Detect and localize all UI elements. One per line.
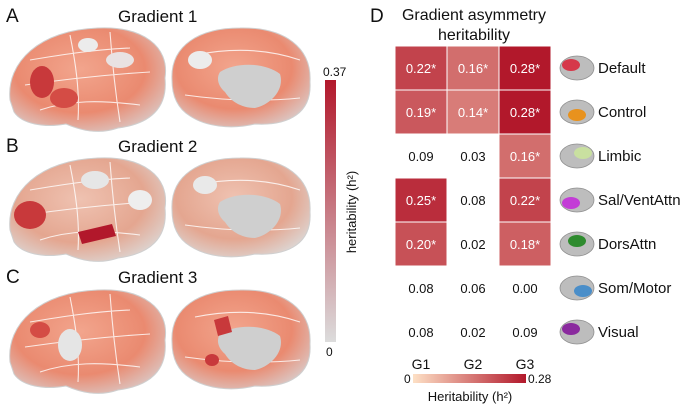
network-brain-icon-default <box>559 55 595 81</box>
vertical-colorbar-gradient <box>325 80 336 342</box>
horizontal-colorbar-min: 0 <box>404 372 411 386</box>
heatmap-cell-label-limbic-g3: 0.16* <box>510 149 540 164</box>
column-label-g1: G1 <box>412 356 431 372</box>
row-label-sal-ventattn: Sal/VentAttn <box>598 192 681 209</box>
heatmap-title: Gradient asymmetry heritability <box>402 7 546 44</box>
row-label-dorsattn: DorsAttn <box>598 236 656 253</box>
vertical-colorbar-max: 0.37 <box>323 65 347 79</box>
heatmap-cell-label-visual-g2: 0.02 <box>460 325 485 340</box>
horizontal-colorbar-title: Heritability (h²) <box>428 389 513 404</box>
brain-b-lateral <box>9 157 167 262</box>
heatmap-cell-label-som-motor-g1: 0.08 <box>408 281 433 296</box>
heatmap-cell-label-dorsattn-g1: 0.20* <box>406 237 436 252</box>
heatmap-cell-dorsattn-g1 <box>394 221 448 267</box>
heatmap-title-line-1: Gradient asymmetry <box>402 7 546 24</box>
brain-c-lateral <box>9 289 167 394</box>
heatmap-cell-label-default-g2: 0.16* <box>458 61 488 76</box>
horizontal-colorbar: 0 0.28 Heritability (h²) <box>404 372 552 404</box>
heatmap-cell-label-default-g1: 0.22* <box>406 61 436 76</box>
heatmap-column-labels: G1 G2 G3 <box>412 356 535 372</box>
column-label-g2: G2 <box>464 356 483 372</box>
heatmap-cell-label-dorsattn-g2: 0.02 <box>460 237 485 252</box>
watermark-main: 知乎 @AI4DMR <box>562 370 661 386</box>
panel-c-letter: C <box>6 267 20 288</box>
network-brain-icon-limbic <box>559 143 595 169</box>
heatmap-cell-sal-ventattn-g1 <box>394 177 448 223</box>
heatmap-row-labels: Default Control Limbic Sal/VentAttn DorsAttn… <box>559 55 681 345</box>
brain-c-medial <box>171 289 311 390</box>
heatmap-cell-label-som-motor-g3: 0.00 <box>512 281 537 296</box>
heatmap-cell-label-sal-ventattn-g1: 0.25* <box>406 193 436 208</box>
heatmap-cell-default-g2 <box>446 45 500 91</box>
panel-a-title: Gradient 1 <box>118 7 197 26</box>
heatmap-cell-label-visual-g1: 0.08 <box>408 325 433 340</box>
panel-b-letter: B <box>6 136 19 157</box>
panel-b-title: Gradient 2 <box>118 137 197 156</box>
horizontal-colorbar-max: 0.28 <box>528 372 552 386</box>
panel-c-title: Gradient 3 <box>118 268 197 287</box>
heatmap-cell-label-default-g3: 0.28* <box>510 61 540 76</box>
heatmap-cell-label-control-g3: 0.28* <box>510 105 540 120</box>
row-label-control: Control <box>598 104 646 121</box>
row-label-visual: Visual <box>598 324 639 341</box>
row-label-som-motor: Som/Motor <box>598 280 671 297</box>
row-label-limbic: Limbic <box>598 148 642 165</box>
heatmap-cell-control-g3 <box>498 89 552 135</box>
network-brain-icon-visual <box>559 319 595 345</box>
heatmap-cell-label-limbic-g1: 0.09 <box>408 149 433 164</box>
network-brain-icon-control <box>559 99 595 125</box>
heatmap-cell-label-sal-ventattn-g2: 0.08 <box>460 193 485 208</box>
vertical-colorbar-title: heritability (h²) <box>344 171 359 253</box>
column-label-g3: G3 <box>516 356 535 372</box>
panel-a-letter: A <box>6 6 19 27</box>
watermark-sub: CSDN @S7AM <box>623 395 678 404</box>
heatmap-title-line-2: heritability <box>438 27 510 44</box>
heatmap-cell-label-dorsattn-g3: 0.18* <box>510 237 540 252</box>
heatmap-cell-label-control-g1: 0.19* <box>406 105 436 120</box>
heatmap: 0.22* 0.16* 0.28* 0.19* 0.14* 0.28* 0.09 0.03 0.… <box>394 45 552 340</box>
heatmap-cell-label-visual-g3: 0.09 <box>512 325 537 340</box>
heatmap-cell-default-g1 <box>394 45 448 91</box>
network-brain-icon-som-motor <box>559 275 595 301</box>
heatmap-cell-label-limbic-g2: 0.03 <box>460 149 485 164</box>
vertical-colorbar-min: 0 <box>326 345 333 359</box>
heatmap-cell-label-som-motor-g2: 0.06 <box>460 281 485 296</box>
network-brain-icon-dorsattn <box>559 231 595 257</box>
heatmap-cell-control-g2 <box>446 89 500 135</box>
panel-d-letter: D <box>370 6 384 27</box>
vertical-colorbar: 0.37 0 heritability (h²) <box>323 65 359 359</box>
network-brain-icon-sal-ventattn <box>559 187 595 213</box>
heatmap-cell-default-g3 <box>498 45 552 91</box>
brain-b-medial <box>171 157 311 258</box>
heatmap-cell-label-sal-ventattn-g3: 0.22* <box>510 193 540 208</box>
heatmap-cell-label-control-g2: 0.14* <box>458 105 488 120</box>
brain-a-medial <box>171 27 311 128</box>
brain-a-lateral <box>9 27 167 132</box>
horizontal-colorbar-gradient <box>413 374 526 383</box>
heatmap-cell-dorsattn-g3 <box>498 221 552 267</box>
row-label-default: Default <box>598 60 646 77</box>
